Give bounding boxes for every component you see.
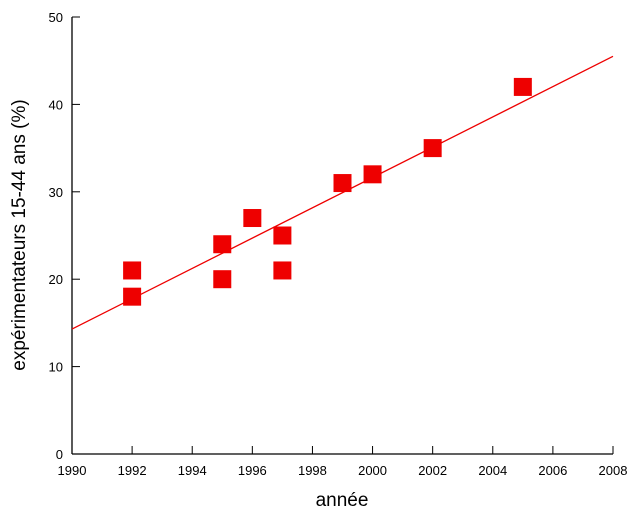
data-point	[333, 174, 352, 193]
data-point	[213, 235, 232, 254]
data-point	[423, 139, 442, 158]
data-points	[123, 77, 532, 306]
data-point	[273, 261, 292, 280]
data-point	[123, 261, 142, 280]
y-tick-label: 10	[49, 360, 63, 375]
data-point	[123, 287, 142, 306]
y-tick-label: 0	[56, 447, 63, 462]
x-tick-label: 2000	[358, 463, 387, 478]
x-tick-label: 1990	[58, 463, 87, 478]
axes: 1990 1992 1994 1996 1998 2000 2002 2004 2006 2008…	[49, 10, 628, 478]
data-point	[513, 77, 532, 96]
y-axis-label: expérimentateurs 15-44 ans (%)	[9, 99, 30, 370]
data-point	[213, 270, 232, 289]
x-tick-label: 1992	[118, 463, 147, 478]
y-tick-label: 40	[49, 97, 63, 112]
x-tick-label: 1996	[238, 463, 267, 478]
y-tick-label: 30	[49, 185, 63, 200]
trend-line	[71, 55, 614, 330]
data-point	[363, 165, 382, 184]
data-point	[243, 209, 262, 228]
x-axis-label: année	[316, 490, 369, 511]
x-tick-label: 2004	[478, 463, 507, 478]
x-tick-label: 2002	[418, 463, 447, 478]
x-tick-label: 2006	[538, 463, 567, 478]
y-tick-label: 50	[49, 10, 63, 25]
x-tick-label: 1998	[298, 463, 327, 478]
y-tick-label: 20	[49, 272, 63, 287]
data-point	[273, 226, 292, 245]
x-tick-label: 1994	[178, 463, 207, 478]
x-tick-label: 2008	[599, 463, 628, 478]
